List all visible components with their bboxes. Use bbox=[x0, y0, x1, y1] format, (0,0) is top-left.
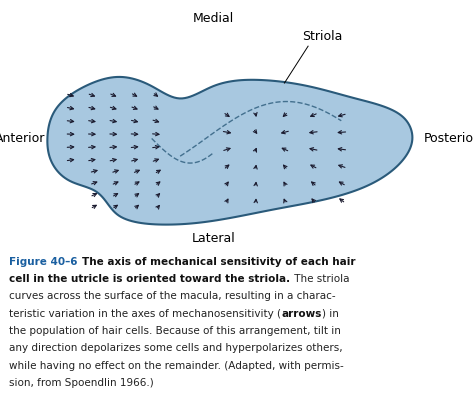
Text: while having no effect on the remainder. (Adapted, with permis-: while having no effect on the remainder.… bbox=[9, 361, 344, 371]
Text: curves across the surface of the macula, resulting in a charac-: curves across the surface of the macula,… bbox=[9, 291, 336, 301]
Text: Lateral: Lateral bbox=[191, 231, 235, 245]
Text: Anterior: Anterior bbox=[0, 132, 46, 145]
Text: Figure 40–6: Figure 40–6 bbox=[9, 257, 82, 267]
Polygon shape bbox=[47, 77, 412, 225]
Text: teristic variation in the axes of mechanosensitivity (: teristic variation in the axes of mechan… bbox=[9, 309, 282, 319]
Text: the population of hair cells. Because of this arrangement, tilt in: the population of hair cells. Because of… bbox=[9, 326, 341, 336]
Text: arrows: arrows bbox=[282, 309, 322, 319]
Text: The striola: The striola bbox=[291, 274, 349, 284]
Text: cell in the utricle is oriented toward the striola.: cell in the utricle is oriented toward t… bbox=[9, 274, 291, 284]
Text: The axis of mechanical sensitivity of each hair: The axis of mechanical sensitivity of ea… bbox=[82, 257, 355, 267]
Text: ) in: ) in bbox=[322, 309, 339, 319]
Text: Medial: Medial bbox=[192, 12, 234, 25]
Text: any direction depolarizes some cells and hyperpolarizes others,: any direction depolarizes some cells and… bbox=[9, 343, 343, 353]
Text: Striola: Striola bbox=[302, 31, 343, 43]
Text: sion, from Spoendlin 1966.): sion, from Spoendlin 1966.) bbox=[9, 378, 154, 388]
Text: Posterior: Posterior bbox=[424, 132, 474, 145]
